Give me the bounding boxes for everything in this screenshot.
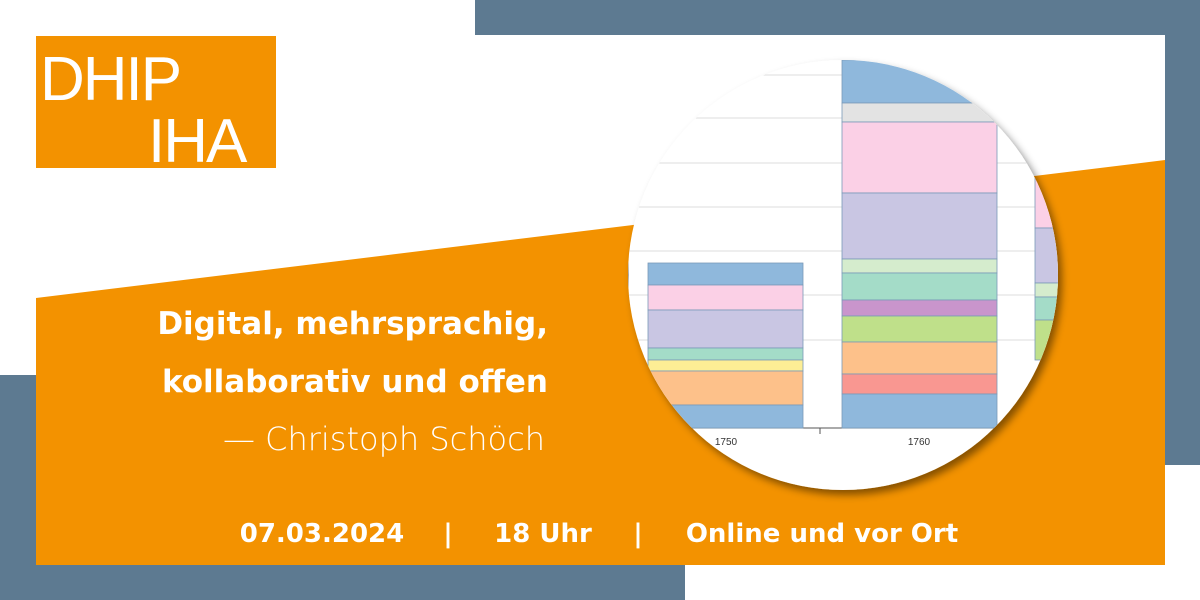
logo-text: IHA bbox=[148, 107, 248, 176]
separator: | bbox=[443, 519, 453, 549]
headline: Digital, mehrsprachig, bbox=[157, 306, 548, 342]
logo-box bbox=[36, 36, 276, 168]
chart-illustration: 50 200 150 1750 1760 bbox=[628, 60, 1058, 448]
date: 07.03.2024 bbox=[240, 519, 404, 549]
headline: kollaborativ und offen bbox=[162, 364, 548, 400]
place: Online und vor Ort bbox=[686, 519, 958, 549]
x-tick-label: 1750 bbox=[715, 437, 738, 448]
time: 18 Uhr bbox=[494, 519, 592, 549]
author: — Christoph Schöch bbox=[223, 420, 545, 458]
logo-text: DHIP bbox=[40, 45, 180, 114]
separator: | bbox=[633, 519, 643, 549]
x-tick-label: 1760 bbox=[908, 437, 931, 448]
